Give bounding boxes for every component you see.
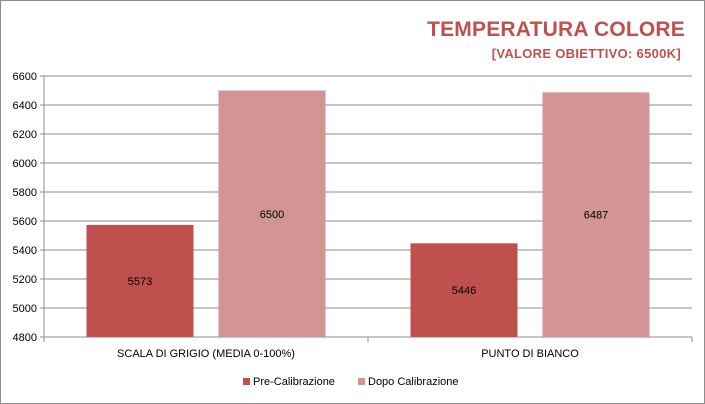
y-tick-label: 5600 bbox=[13, 216, 37, 228]
bar bbox=[86, 224, 194, 337]
y-tick-label: 5400 bbox=[13, 245, 37, 257]
legend-label: Dopo Calibrazione bbox=[368, 376, 459, 388]
legend-swatch bbox=[358, 378, 365, 385]
y-tick-label: 5800 bbox=[13, 187, 37, 199]
data-label: 6487 bbox=[584, 210, 608, 222]
x-category-label: PUNTO DI BIANCO bbox=[481, 348, 579, 360]
y-tick-label: 6400 bbox=[13, 100, 37, 112]
y-tick-label: 6000 bbox=[13, 158, 37, 170]
data-label: 6500 bbox=[260, 209, 284, 221]
y-tick-label: 4800 bbox=[13, 332, 37, 344]
legend-swatch bbox=[243, 378, 250, 385]
data-label: 5573 bbox=[128, 276, 152, 288]
legend-label: Pre-Calibrazione bbox=[253, 376, 335, 388]
y-tick-label: 5200 bbox=[13, 274, 37, 286]
data-label: 5446 bbox=[452, 285, 476, 297]
chart-title: TEMPERATURA COLORE bbox=[427, 18, 685, 41]
bar bbox=[218, 90, 326, 337]
y-tick-label: 6200 bbox=[13, 129, 37, 141]
bar bbox=[542, 92, 650, 337]
x-category-label: SCALA DI GRIGIO (MEDIA 0-100%) bbox=[117, 348, 295, 360]
y-tick-label: 5000 bbox=[13, 303, 37, 315]
y-tick-label: 6600 bbox=[13, 71, 37, 83]
bar bbox=[410, 243, 518, 337]
chart-subtitle: [VALORE OBIETTIVO: 6500K] bbox=[491, 46, 681, 61]
